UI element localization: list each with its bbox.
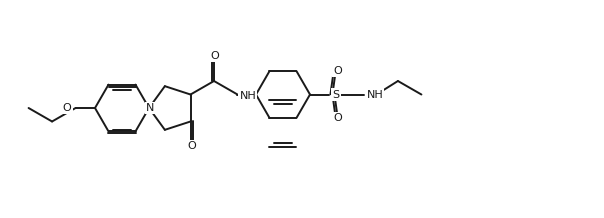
- Text: O: O: [211, 51, 219, 61]
- Text: S: S: [332, 90, 339, 99]
- Text: NH: NH: [240, 90, 256, 100]
- Text: N: N: [146, 103, 154, 113]
- Text: O: O: [333, 113, 342, 123]
- Text: O: O: [333, 66, 342, 76]
- Text: O: O: [187, 141, 196, 152]
- Text: NH: NH: [367, 90, 383, 99]
- Text: O: O: [63, 103, 71, 113]
